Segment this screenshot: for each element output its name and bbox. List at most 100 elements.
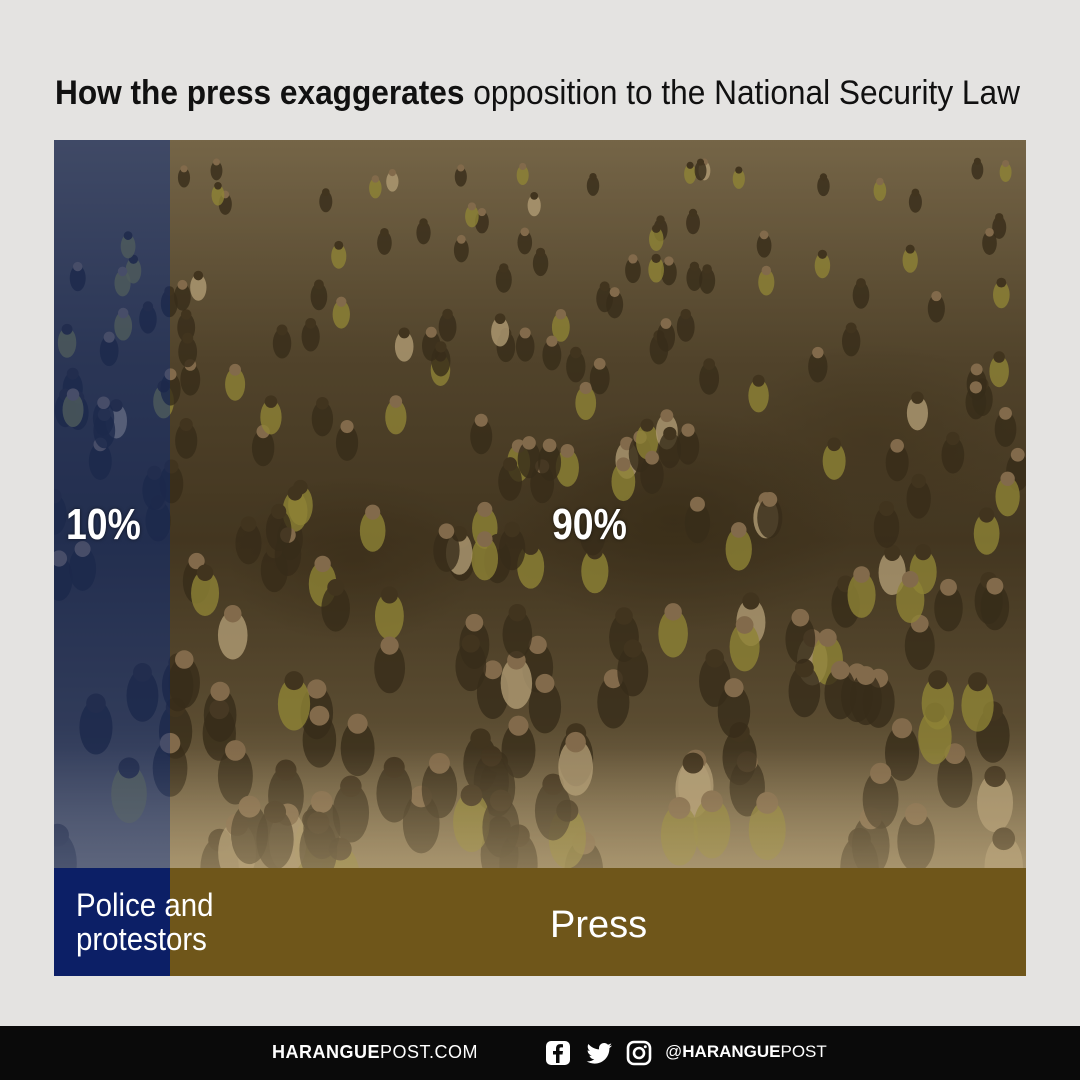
crowd-figure <box>211 184 225 206</box>
crowd-figure <box>757 497 783 539</box>
crowd-head <box>212 158 220 166</box>
social-handle[interactable]: @HARANGUEPOST <box>665 1042 827 1062</box>
crowd-head <box>845 322 857 334</box>
crowd-figure <box>369 177 382 199</box>
crowd-head <box>476 531 493 548</box>
crowd-figure <box>191 570 220 617</box>
crowd-figure <box>465 205 479 228</box>
crowd-figure <box>676 428 700 465</box>
crowd-figure <box>980 583 1010 631</box>
crowd-figure <box>648 256 664 283</box>
crowd-head <box>477 501 493 517</box>
crowd-figure <box>272 328 292 359</box>
value-label-press: 90% <box>552 500 627 549</box>
crowd-figure <box>310 282 328 311</box>
crowd-head <box>968 672 988 692</box>
crowd-head <box>442 308 453 320</box>
crowd-head <box>999 406 1012 420</box>
crowd-figure <box>597 675 630 729</box>
crowd-figure <box>174 283 191 311</box>
crowd-figure <box>321 584 350 632</box>
crowd-head <box>334 240 344 250</box>
crowd-head <box>615 607 633 625</box>
crowd-figure <box>502 610 533 659</box>
crowd-figure <box>311 401 334 437</box>
crowd-head <box>890 438 904 453</box>
crowd-head <box>327 578 345 596</box>
crowd-figure <box>260 399 282 435</box>
crowd-figure <box>785 614 816 664</box>
crowd-figure <box>906 395 928 431</box>
crowd-head <box>735 616 754 634</box>
crowd-head <box>856 278 866 288</box>
title-bold: How the press exaggerates <box>55 74 465 112</box>
crowd-head <box>456 234 466 244</box>
crowd-head <box>681 423 695 437</box>
crowd-figure <box>640 455 664 495</box>
crowd-head <box>535 673 555 693</box>
crowd-head <box>724 678 744 698</box>
crowd-figure <box>606 290 624 319</box>
crowd-head <box>830 660 850 680</box>
crowd-figure <box>385 399 407 435</box>
crowd-head <box>503 457 518 472</box>
crowd-head <box>616 457 631 472</box>
crowd-head <box>996 277 1007 288</box>
crowd-figure <box>374 592 404 640</box>
crowd-figure <box>625 257 641 284</box>
crowd-head <box>474 413 488 427</box>
crowd-head <box>752 374 765 387</box>
crowd-head <box>560 444 575 458</box>
site-link[interactable]: HARANGUEPOST.COM <box>272 1042 478 1063</box>
crowd-head <box>651 253 661 263</box>
crowd-head <box>499 263 509 273</box>
crowd-head <box>742 592 760 610</box>
crowd-figure <box>841 326 861 357</box>
crowd-figure <box>335 424 359 461</box>
crowd-head <box>759 230 769 240</box>
twitter-icon[interactable] <box>584 1039 614 1067</box>
instagram-icon[interactable] <box>625 1039 653 1067</box>
crowd-figure <box>235 521 262 565</box>
handle-rest: POST <box>780 1042 827 1061</box>
crowd-figure <box>921 676 954 730</box>
crowd-head <box>522 436 536 450</box>
crowd-head <box>995 213 1004 222</box>
crowd-head <box>686 161 694 169</box>
crowd-figure <box>902 247 918 273</box>
crowd-head <box>542 438 557 453</box>
crowd-figure <box>896 576 925 623</box>
crowd-head <box>380 227 389 237</box>
crowd-head <box>1010 447 1025 462</box>
crowd-head <box>438 523 455 539</box>
crowd-head <box>817 249 827 259</box>
crowd-head <box>730 522 747 538</box>
crowd-figure <box>517 230 533 255</box>
crowd-figure <box>611 462 636 502</box>
crowd-head <box>210 681 230 702</box>
crowd-head <box>884 544 901 562</box>
crowd-figure <box>527 194 541 217</box>
crowd-figure <box>992 215 1007 239</box>
crowd-head <box>316 397 329 410</box>
crowd-head <box>398 327 410 339</box>
category-label-police-protestors: Police and protestors <box>76 887 214 957</box>
crowd-figure <box>177 167 191 188</box>
crowd-head <box>705 649 725 668</box>
crowd-figure <box>265 509 292 552</box>
site-name-bold: HARANGUE <box>272 1042 381 1062</box>
facebook-icon[interactable] <box>544 1039 572 1067</box>
crowd-head <box>940 578 957 596</box>
crowd-figure <box>993 281 1010 309</box>
crowd-figure <box>725 527 752 571</box>
crowd-figure <box>528 680 562 734</box>
crowd-figure <box>251 429 275 467</box>
crowd-head <box>264 395 278 408</box>
crowd-figure <box>814 252 831 279</box>
crowd-head <box>986 577 1004 595</box>
crowd-figure <box>847 571 876 618</box>
crowd-figure <box>684 501 711 544</box>
crowd-figure <box>699 267 716 294</box>
crowd-head <box>519 162 527 171</box>
crowd-head <box>504 521 520 538</box>
